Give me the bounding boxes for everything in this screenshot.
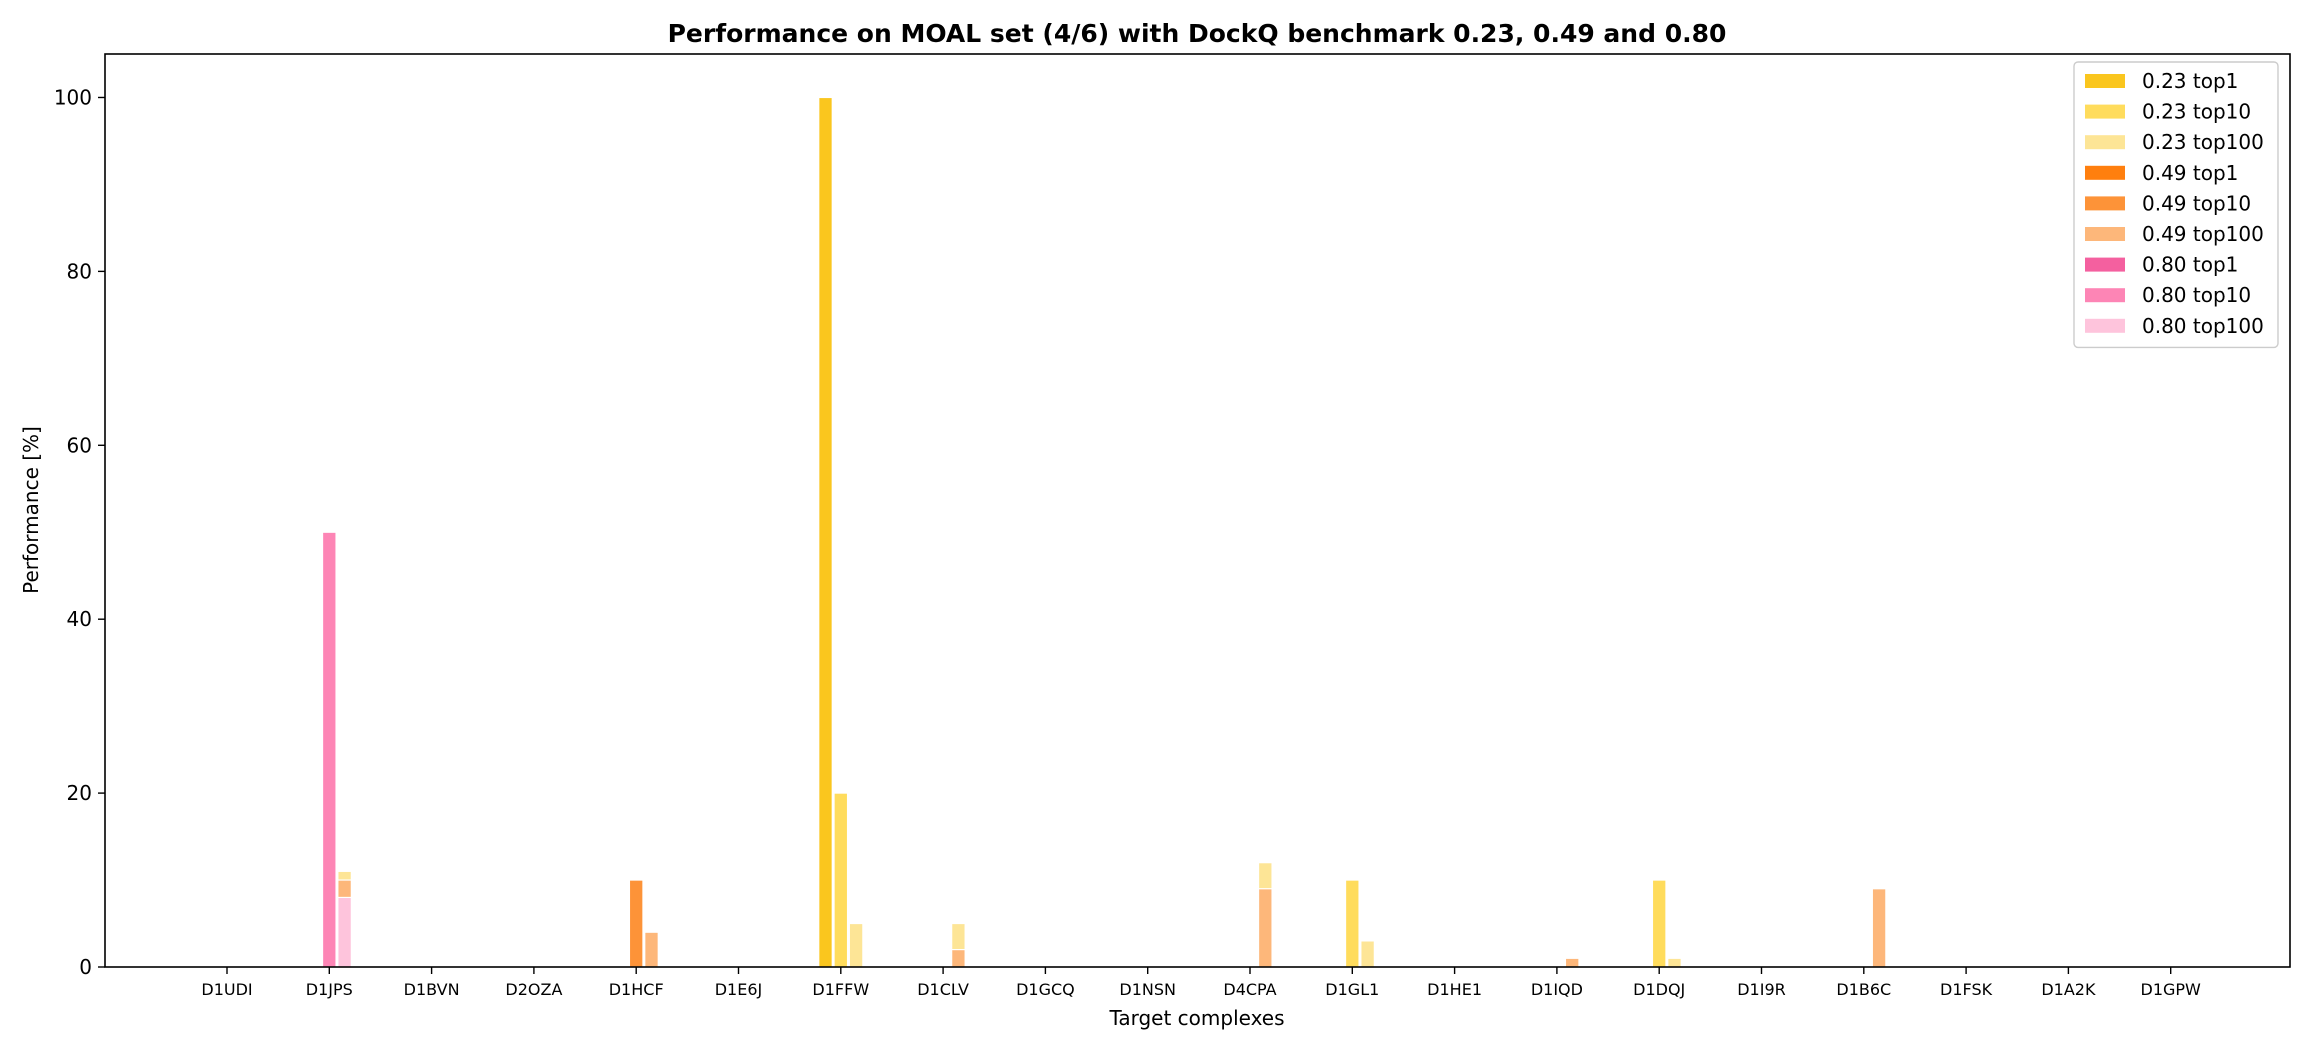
legend-swatch-0-49-top100: [2085, 227, 2125, 241]
bar-0-49-top100-d1hcf: [644, 931, 659, 968]
x-tick-label-d1bvn: D1BVN: [404, 980, 460, 999]
bar-0-23-top1-d1ffw: [818, 96, 833, 968]
y-tick-label-40: 40: [67, 607, 92, 631]
y-axis-label: Performance [%]: [19, 426, 43, 594]
x-tick-label-d1fsk: D1FSK: [1940, 980, 1993, 999]
x-tick-label-d1clv: D1CLV: [917, 980, 969, 999]
y-tick-label-100: 100: [54, 85, 92, 109]
legend-label-0-23-top1: 0.23 top1: [2142, 69, 2238, 93]
bar-0-49-top100-d1clv: [951, 949, 966, 968]
y-tick-label-0: 0: [79, 955, 92, 979]
bars-layer: [321, 96, 1887, 968]
legend-label-0-49-top10: 0.49 top10: [2142, 191, 2251, 215]
chart-title: Performance on MOAL set (4/6) with DockQ…: [668, 19, 1727, 48]
legend-swatch-0-80-top1: [2085, 257, 2125, 272]
bar-0-80-top100-d1jps: [337, 896, 352, 968]
legend-swatch-0-23-top100: [2085, 135, 2125, 150]
legend-box: [2073, 61, 2279, 349]
x-tick-label-d1hcf: D1HCF: [609, 980, 664, 999]
y-tick-label-20: 20: [67, 781, 92, 805]
plot-frame: [104, 53, 2291, 968]
x-tick-label-d1a2k: D1A2K: [2041, 980, 2096, 999]
legend-label-0-23-top10: 0.23 top10: [2142, 100, 2251, 124]
x-tick-label-d1jps: D1JPS: [306, 980, 353, 999]
x-axis-label: Target complexes: [1108, 1006, 1284, 1030]
legend-label-0-80-top100: 0.80 top100: [2142, 314, 2264, 338]
x-axis: D1UDI D1JPS D1BVN D2OZA D1HCF D1E6J D1FFW D1CLV…: [201, 967, 2201, 999]
bar-0-80-top10-d1jps: [321, 531, 337, 968]
y-tick-label-80: 80: [67, 259, 92, 283]
bar-0-49-top10-d1hcf: [628, 879, 644, 968]
legend-label-0-23-top100: 0.23 top100: [2142, 130, 2264, 154]
x-tick-label-d1dqj: D1DQJ: [1633, 980, 1685, 999]
bar-0-49-top100-d1b6c: [1871, 888, 1887, 968]
x-tick-label-d1ffw: D1FFW: [812, 980, 869, 999]
legend-swatch-0-80-top10: [2085, 288, 2125, 303]
x-tick-label-d1i9r: D1I9R: [1737, 980, 1786, 999]
x-tick-label-d4cpa: D4CPA: [1223, 980, 1276, 999]
x-tick-label-d1udi: D1UDI: [201, 980, 252, 999]
x-tick-label-d1gpw: D1GPW: [2141, 980, 2202, 999]
x-tick-label-d2oza: D2OZA: [505, 980, 562, 999]
x-tick-label-d1gcq: D1GCQ: [1016, 980, 1075, 999]
bar-0-23-top100-d1dqj: [1667, 957, 1682, 968]
bar-0-23-top10-d1dqj: [1651, 879, 1667, 968]
legend-label-0-80-top10: 0.80 top10: [2142, 283, 2251, 307]
x-tick-label-d1nsn: D1NSN: [1119, 980, 1176, 999]
legend-swatch-0-49-top1: [2085, 165, 2125, 180]
y-tick-label-60: 60: [67, 433, 92, 457]
legend-swatch-0-49-top10: [2085, 196, 2125, 211]
bar-0-49-top100-d1iqd: [1564, 957, 1580, 968]
legend-swatch-0-80-top100: [2085, 318, 2125, 333]
bar-0-23-top10-d1gl1: [1344, 879, 1360, 968]
bar-0-49-top100-d4cpa: [1257, 888, 1273, 968]
bar-0-23-top100-d1ffw: [848, 922, 864, 968]
legend-swatch-0-23-top1: [2085, 74, 2125, 88]
y-axis: 0 20 40 60 80 100: [54, 85, 105, 979]
legend-swatch-0-23-top10: [2085, 104, 2125, 119]
legend-label-0-49-top1: 0.49 top1: [2142, 161, 2238, 185]
x-tick-label-d1gl1: D1GL1: [1325, 980, 1379, 999]
x-tick-label-d1he1: D1HE1: [1427, 980, 1482, 999]
x-tick-label-d1b6c: D1B6C: [1836, 980, 1891, 999]
x-tick-label-d1iqd: D1IQD: [1531, 980, 1583, 999]
bar-0-23-top100-d1gl1: [1360, 940, 1375, 968]
bar-0-23-top10-d1ffw: [833, 792, 849, 968]
legend-label-0-49-top100: 0.49 top100: [2142, 222, 2264, 246]
x-tick-label-d1e6j: D1E6J: [715, 980, 763, 999]
legend-label-0-80-top1: 0.80 top1: [2142, 253, 2238, 277]
